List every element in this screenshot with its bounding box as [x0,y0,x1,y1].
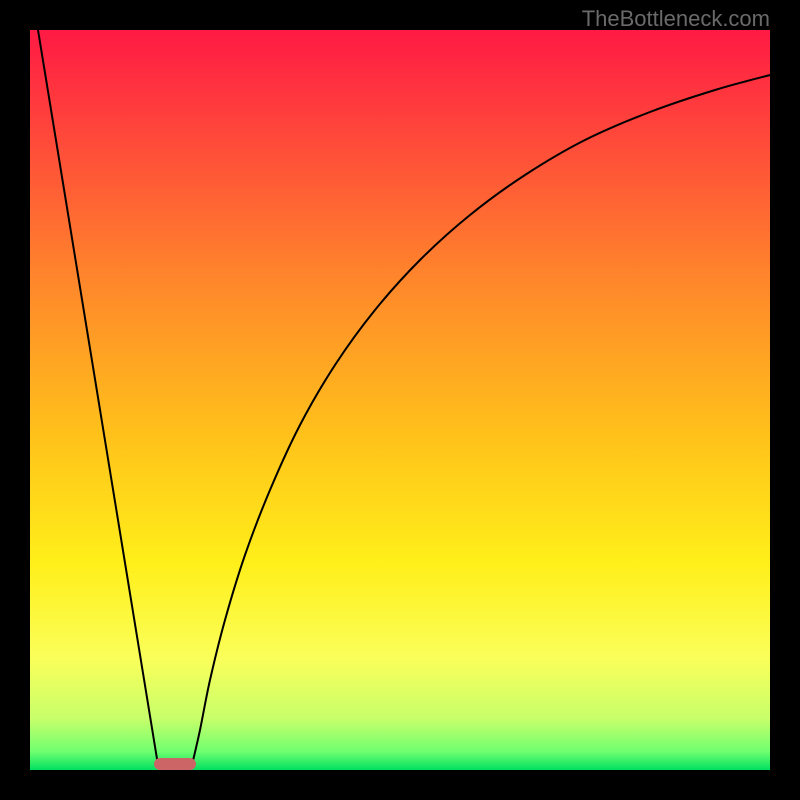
watermark: TheBottleneck.com [582,6,770,32]
bottleneck-marker [154,758,196,770]
plot-area [30,30,770,770]
